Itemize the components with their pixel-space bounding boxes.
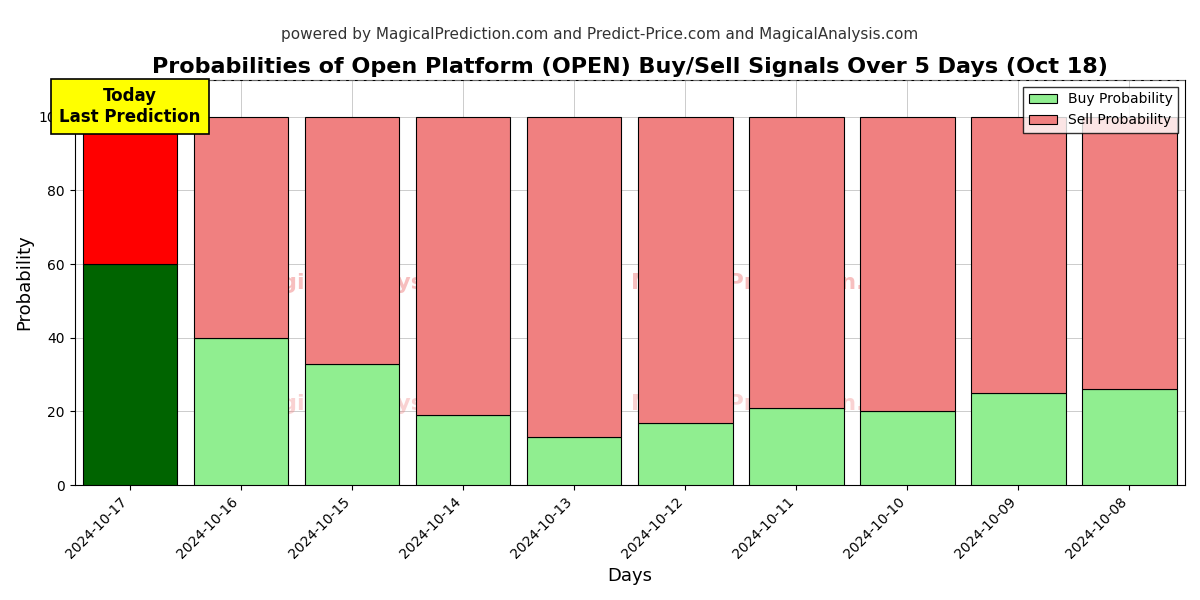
Bar xyxy=(83,264,178,485)
Bar xyxy=(305,364,400,485)
Bar xyxy=(1082,117,1177,389)
Bar xyxy=(638,117,732,422)
Bar xyxy=(971,117,1066,393)
Bar xyxy=(749,408,844,485)
Text: MagicalPrediction.com: MagicalPrediction.com xyxy=(631,394,917,414)
Bar xyxy=(749,117,844,408)
Bar xyxy=(416,415,510,485)
X-axis label: Days: Days xyxy=(607,567,653,585)
Text: Today
Last Prediction: Today Last Prediction xyxy=(60,88,200,126)
Text: powered by MagicalPrediction.com and Predict-Price.com and MagicalAnalysis.com: powered by MagicalPrediction.com and Pre… xyxy=(281,27,919,42)
Y-axis label: Probability: Probability xyxy=(16,235,34,331)
Bar xyxy=(194,117,288,338)
Bar xyxy=(1082,389,1177,485)
Bar xyxy=(860,412,955,485)
Bar xyxy=(527,117,622,437)
Text: MagicalPrediction.com: MagicalPrediction.com xyxy=(631,272,917,293)
Text: MagicalAnalysis.com: MagicalAnalysis.com xyxy=(244,394,505,414)
Bar xyxy=(527,437,622,485)
Title: Probabilities of Open Platform (OPEN) Buy/Sell Signals Over 5 Days (Oct 18): Probabilities of Open Platform (OPEN) Bu… xyxy=(152,57,1108,77)
Bar xyxy=(305,117,400,364)
Bar xyxy=(83,117,178,264)
Bar xyxy=(860,117,955,412)
Legend: Buy Probability, Sell Probability: Buy Probability, Sell Probability xyxy=(1024,87,1178,133)
Bar xyxy=(416,117,510,415)
Bar xyxy=(194,338,288,485)
Bar xyxy=(971,393,1066,485)
Text: MagicalAnalysis.com: MagicalAnalysis.com xyxy=(244,272,505,293)
Bar xyxy=(638,422,732,485)
